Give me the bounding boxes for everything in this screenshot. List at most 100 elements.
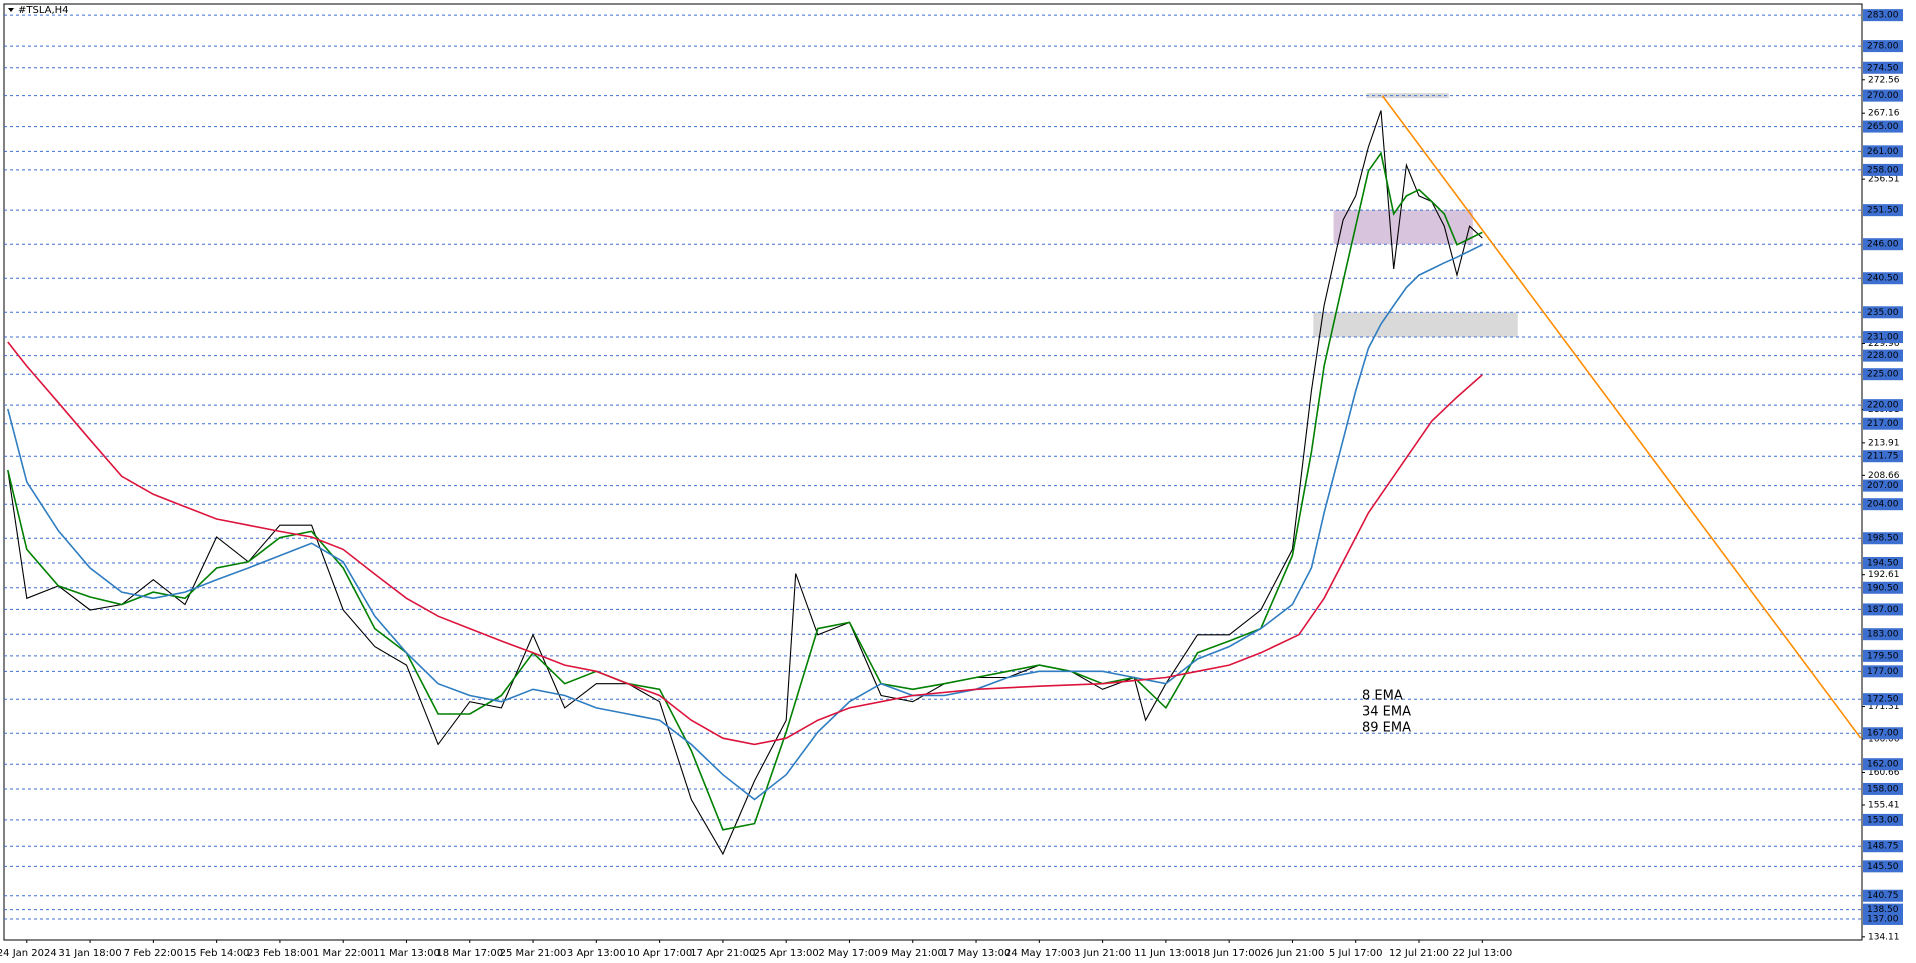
level-label: 162.00 xyxy=(1867,760,1899,770)
level-label-box xyxy=(1863,204,1903,217)
ema-line xyxy=(7,341,1483,746)
level-label-box xyxy=(1863,9,1903,22)
y-tick-label: 134.11 xyxy=(1868,932,1900,942)
trendline xyxy=(1381,95,1862,739)
level-label: 265.00 xyxy=(1867,122,1899,132)
level-label: 138.50 xyxy=(1867,905,1899,915)
level-label-box xyxy=(1863,693,1903,706)
price-line xyxy=(7,110,1483,856)
level-label: 217.00 xyxy=(1867,419,1899,429)
x-tick-label: 25 Mar 21:00 xyxy=(500,948,567,959)
symbol-menu-icon[interactable] xyxy=(8,8,14,12)
level-label-box xyxy=(1863,665,1903,678)
level-label: 140.75 xyxy=(1867,891,1899,901)
level-label: 187.00 xyxy=(1867,605,1899,615)
level-label-box xyxy=(1863,40,1903,53)
level-label: 270.00 xyxy=(1867,91,1899,101)
price-zone xyxy=(1313,312,1518,338)
level-label: 148.75 xyxy=(1867,842,1899,852)
level-label-box xyxy=(1863,889,1903,902)
level-label: 278.00 xyxy=(1867,42,1899,52)
y-tick-label: 229.96 xyxy=(1868,339,1900,349)
level-label: 251.50 xyxy=(1867,206,1899,216)
price-zone xyxy=(1366,93,1449,99)
y-tick-label: 256.51 xyxy=(1868,175,1900,185)
x-tick-label: 25 Apr 13:00 xyxy=(754,948,819,959)
level-label: 274.50 xyxy=(1867,63,1899,73)
price-zone xyxy=(1333,210,1473,245)
level-label-box xyxy=(1863,272,1903,285)
level-label: 204.00 xyxy=(1867,500,1899,510)
y-tick-label: 155.41 xyxy=(1868,800,1900,810)
level-label-box xyxy=(1863,417,1903,430)
level-label-box xyxy=(1863,163,1903,176)
y-tick-label: 208.66 xyxy=(1868,471,1900,481)
y-tick-label: 166.06 xyxy=(1868,735,1900,745)
x-tick-label: 11 Jun 13:00 xyxy=(1134,948,1198,959)
x-tick-label: 3 Jun 21:00 xyxy=(1074,948,1131,959)
level-label-box xyxy=(1863,903,1903,916)
level-label-box xyxy=(1863,306,1903,319)
level-label: 220.00 xyxy=(1867,401,1899,411)
level-label-box xyxy=(1863,557,1903,569)
level-label-box xyxy=(1863,399,1903,412)
level-label-box xyxy=(1863,120,1903,133)
ema-line xyxy=(7,151,1483,831)
level-label-box xyxy=(1863,498,1903,511)
legend-entry: 89 EMA xyxy=(1362,721,1411,736)
level-label-box xyxy=(1863,89,1903,102)
level-label: 231.00 xyxy=(1867,333,1899,343)
level-label-box xyxy=(1863,331,1903,344)
legend-entry: 34 EMA xyxy=(1362,705,1411,720)
level-label-box xyxy=(1863,628,1903,641)
level-label-box xyxy=(1863,581,1903,594)
y-tick-label: 267.16 xyxy=(1868,109,1900,119)
x-tick-label: 18 Jun 17:00 xyxy=(1197,948,1261,959)
level-label: 153.00 xyxy=(1867,815,1899,825)
x-tick-label: 17 May 13:00 xyxy=(942,948,1011,959)
x-tick-label: 9 May 21:00 xyxy=(882,948,944,959)
x-tick-label: 11 Mar 13:00 xyxy=(373,948,440,959)
level-label: 177.00 xyxy=(1867,667,1899,677)
level-label-box xyxy=(1863,813,1903,826)
level-label: 225.00 xyxy=(1867,370,1899,380)
level-label: 194.50 xyxy=(1867,559,1899,569)
level-label-box xyxy=(1863,840,1903,853)
y-tick-label: 272.56 xyxy=(1868,75,1900,85)
level-label: 145.50 xyxy=(1867,862,1899,872)
y-tick-label: 160.66 xyxy=(1868,768,1900,778)
x-tick-label: 12 Jul 21:00 xyxy=(1389,948,1449,959)
chart-title: #TSLA,H4 xyxy=(18,5,69,16)
level-label-box xyxy=(1863,649,1903,662)
level-label: 246.00 xyxy=(1867,240,1899,250)
level-label-box xyxy=(1863,727,1903,740)
level-label-box xyxy=(1863,450,1903,463)
level-label: 158.00 xyxy=(1867,784,1899,794)
level-label-box xyxy=(1863,758,1903,771)
y-tick-label: 192.61 xyxy=(1868,570,1900,580)
level-label-box xyxy=(1863,61,1903,74)
y-tick-label: 213.91 xyxy=(1868,438,1900,448)
level-label: 167.00 xyxy=(1867,729,1899,739)
level-label-box xyxy=(1863,145,1903,158)
x-tick-label: 17 Apr 21:00 xyxy=(690,948,755,959)
level-label: 172.50 xyxy=(1867,695,1899,705)
x-tick-label: 10 Apr 17:00 xyxy=(627,948,692,959)
level-label: 261.00 xyxy=(1867,147,1899,157)
x-tick-label: 24 May 17:00 xyxy=(1005,948,1074,959)
level-label: 137.00 xyxy=(1867,914,1899,924)
level-label: 235.00 xyxy=(1867,308,1899,318)
level-label-box xyxy=(1863,912,1903,925)
level-label-box xyxy=(1863,782,1903,795)
level-label: 240.50 xyxy=(1867,274,1899,284)
x-tick-label: 5 Jul 17:00 xyxy=(1329,948,1383,959)
x-tick-label: 31 Jan 18:00 xyxy=(58,948,121,959)
level-label-box xyxy=(1863,532,1903,545)
level-label: 198.50 xyxy=(1867,534,1899,544)
legend-entry: 8 EMA xyxy=(1362,689,1403,704)
x-tick-label: 1 Mar 22:00 xyxy=(313,948,373,959)
level-label-box xyxy=(1863,603,1903,616)
level-label-box xyxy=(1863,349,1903,362)
x-tick-label: 15 Feb 14:00 xyxy=(184,948,250,959)
